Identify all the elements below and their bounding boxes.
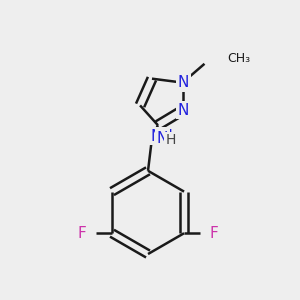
Text: F: F [209, 226, 218, 241]
Text: F: F [78, 226, 87, 241]
Text: CH₃: CH₃ [227, 52, 250, 65]
Text: NH: NH [151, 129, 173, 144]
Text: N: N [178, 75, 189, 90]
Text: H: H [166, 133, 176, 147]
Text: N: N [178, 103, 189, 118]
Text: N: N [157, 130, 168, 146]
